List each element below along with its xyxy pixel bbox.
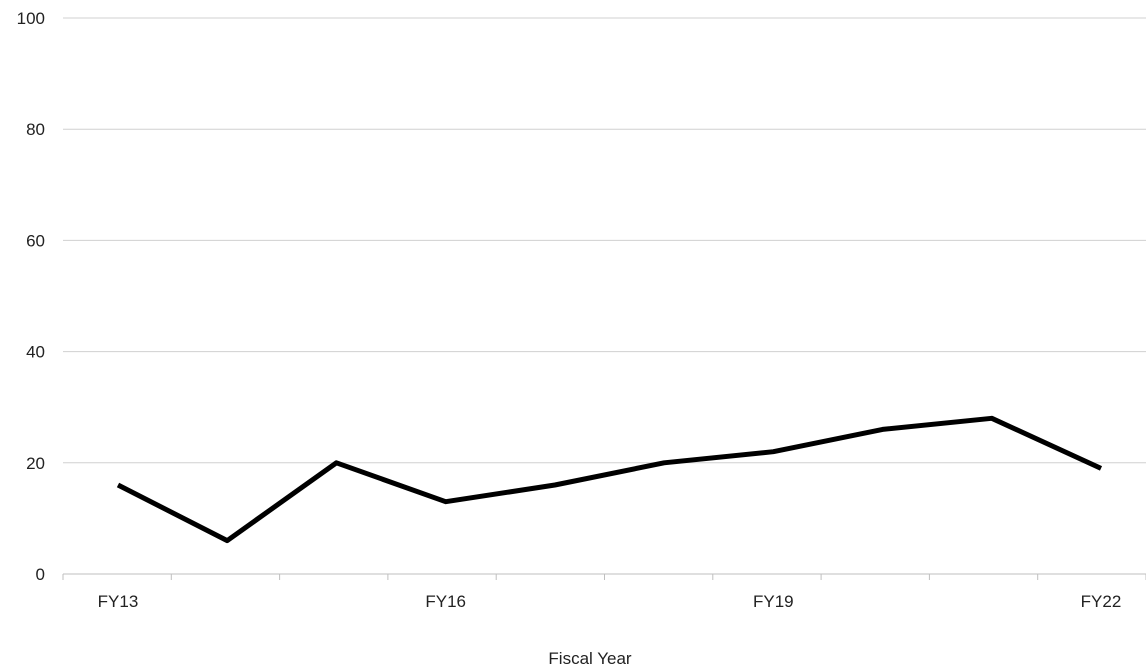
series-line — [116, 415, 1103, 544]
x-tick-label: FY16 — [425, 592, 466, 611]
gridlines — [63, 17, 1146, 464]
x-axis: FY13 FY16 FY19 FY22 — [62, 573, 1146, 611]
y-tick-label: 80 — [26, 120, 45, 139]
y-axis-ticks: 0 20 40 60 80 100 — [17, 9, 45, 584]
x-tick-label: FY13 — [98, 592, 139, 611]
y-tick-label: 60 — [26, 231, 45, 250]
y-tick-label: 100 — [17, 9, 45, 28]
x-tick-label: FY19 — [753, 592, 794, 611]
series-layer — [116, 415, 1103, 544]
y-tick-label: 20 — [26, 454, 45, 473]
y-tick-label: 0 — [36, 565, 45, 584]
x-tick-label: FY22 — [1081, 592, 1122, 611]
y-tick-label: 40 — [26, 343, 45, 362]
x-axis-title: Fiscal Year — [548, 649, 631, 668]
